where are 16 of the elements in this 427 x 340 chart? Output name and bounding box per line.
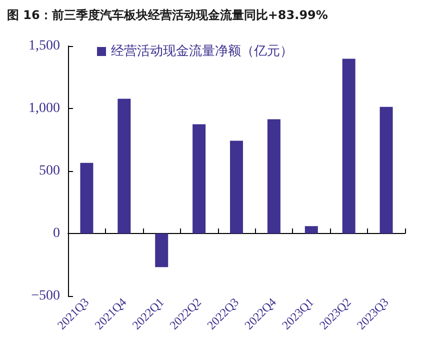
bar	[192, 124, 206, 234]
y-tick-label: 0	[53, 226, 60, 241]
bar	[342, 58, 356, 234]
bar	[80, 162, 94, 234]
y-tick-label: 500	[39, 164, 60, 178]
y-tick-label: 1,500	[28, 38, 60, 54]
bar	[267, 119, 280, 234]
y-tick-label: 1,000	[28, 101, 60, 116]
bar	[230, 140, 243, 234]
bar	[304, 226, 318, 234]
bar	[155, 234, 168, 268]
bar	[380, 106, 393, 234]
legend-label: 经营活动现金流量净额（亿元）	[111, 43, 293, 59]
y-tick-label: −500	[31, 288, 60, 304]
bar	[118, 98, 131, 234]
chart-title: 图 16：前三季度汽车板块经营活动现金流量同比+83.99%	[7, 8, 328, 22]
